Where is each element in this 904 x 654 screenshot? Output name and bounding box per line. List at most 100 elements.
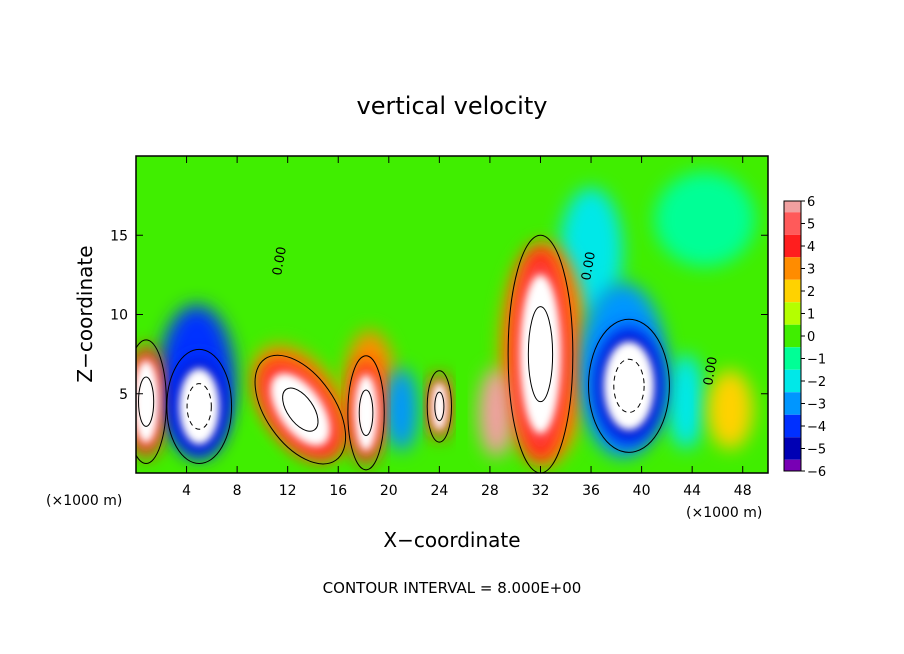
y-tick-label: 15 xyxy=(110,228,128,244)
x-tick-label: 40 xyxy=(633,483,651,499)
colorbar-swatch xyxy=(784,302,801,325)
colorbar-label: −4 xyxy=(807,420,826,435)
contour-line xyxy=(254,354,347,465)
colorbar-label: 1 xyxy=(807,308,815,323)
velocity-region xyxy=(520,274,561,434)
colorbar-swatch xyxy=(784,437,801,460)
velocity-blob xyxy=(178,368,220,445)
colorbar-swatch xyxy=(784,369,801,393)
colorbar-label: −3 xyxy=(807,398,826,413)
x-tick-label: 24 xyxy=(430,483,448,499)
y-tick-label: 5 xyxy=(119,387,128,403)
colorbar-label: 0 xyxy=(807,330,815,345)
colorbar-label: −6 xyxy=(807,465,826,480)
contour-lines xyxy=(136,234,670,473)
contour-group xyxy=(136,339,167,464)
x-tick-label: 4 xyxy=(182,483,191,499)
colorbar-label: −1 xyxy=(807,353,826,368)
contour-group xyxy=(588,318,670,453)
contour-line xyxy=(136,339,167,464)
velocity-blob xyxy=(136,360,159,443)
x-tick-label: 8 xyxy=(233,483,242,499)
contour-line xyxy=(426,370,452,443)
colorbar: 6 5 4 3 2 1 0 −1 −2 −3 −4 −5 −6 xyxy=(783,195,826,480)
x-tick-label: 36 xyxy=(582,483,600,499)
colorbar-swatch xyxy=(784,201,801,213)
contour-group xyxy=(426,370,452,443)
plot-area xyxy=(136,156,768,473)
colorbar-swatch xyxy=(784,392,801,415)
velocity-blob xyxy=(520,274,561,434)
velocity-blob xyxy=(603,341,655,431)
colorbar-swatch xyxy=(784,279,801,303)
velocity-region xyxy=(478,368,514,458)
colorbar-label: 2 xyxy=(807,285,815,300)
velocity-region xyxy=(603,341,655,431)
colorbar-label: 6 xyxy=(807,195,815,210)
colorbar-label: −5 xyxy=(807,443,826,458)
velocity-blob xyxy=(270,373,330,446)
x-unit-right: (×1000 m) xyxy=(686,505,762,521)
velocity-blob xyxy=(478,368,514,458)
chart-title: vertical velocity xyxy=(357,92,548,120)
x-tick-label: 48 xyxy=(734,483,752,499)
colorbar-swatch xyxy=(784,347,801,370)
x-axis-label: X−coordinate xyxy=(383,528,520,552)
velocity-region xyxy=(707,369,753,450)
contour-line xyxy=(186,383,212,430)
velocity-blob xyxy=(707,369,753,450)
x-tick-label: 44 xyxy=(683,483,701,499)
x-tick-label: 16 xyxy=(329,483,347,499)
contour-line xyxy=(527,306,554,403)
contour-line xyxy=(434,391,445,422)
colorbar-label: 3 xyxy=(807,263,815,278)
contour-line xyxy=(588,318,670,453)
contour-line xyxy=(613,358,645,413)
velocity-region xyxy=(136,360,159,443)
contour-label: 0.00 xyxy=(579,251,599,282)
velocity-blob xyxy=(385,368,418,451)
contour-interval-note: CONTOUR INTERVAL = 8.000E+00 xyxy=(323,579,582,597)
x-tick-label: 28 xyxy=(481,483,499,499)
x-tick-label: 12 xyxy=(279,483,297,499)
colorbar-swatch xyxy=(784,324,801,348)
velocity-region xyxy=(385,368,418,451)
contour-line xyxy=(282,387,319,432)
colorbar-swatch xyxy=(784,459,801,471)
x-unit-left: (×1000 m) xyxy=(46,493,122,509)
colorbar-label: −2 xyxy=(807,375,826,390)
contour-label: 0.00 xyxy=(701,356,721,387)
velocity-region xyxy=(654,171,756,267)
velocity-region xyxy=(431,382,447,431)
velocity-region xyxy=(666,354,705,450)
colorbar-label: 4 xyxy=(807,240,815,255)
contour-group xyxy=(166,348,233,464)
colorbar-swatch xyxy=(784,212,801,235)
contour-group xyxy=(507,234,574,473)
velocity-blob xyxy=(666,354,705,450)
y-tick-label: 10 xyxy=(110,308,128,324)
x-tick-label: 32 xyxy=(532,483,550,499)
velocity-blob xyxy=(354,374,378,451)
velocity-region xyxy=(178,368,220,445)
y-axis-label: Z−coordinate xyxy=(73,245,97,382)
contour-group xyxy=(347,355,385,471)
y-axis-ticks: 5 10 15 xyxy=(110,228,768,403)
velocity-region xyxy=(354,374,378,451)
x-axis-ticks: 4 8 12 16 20 24 28 32 36 40 44 48 xyxy=(182,156,752,499)
velocity-blob xyxy=(654,171,756,267)
contour-line xyxy=(507,234,574,473)
colorbar-label: 5 xyxy=(807,218,815,233)
colorbar-swatch xyxy=(784,414,801,438)
colorbar-swatch xyxy=(784,257,801,280)
contour-label: 0.00 xyxy=(270,246,290,277)
contour-line xyxy=(166,348,233,464)
velocity-regions xyxy=(136,171,756,466)
contour-group xyxy=(254,354,347,465)
contour-line xyxy=(347,355,385,471)
velocity-region xyxy=(270,373,330,446)
colorbar-frame xyxy=(783,200,802,472)
colorbar-swatch xyxy=(784,234,801,258)
contour-line xyxy=(138,376,155,427)
